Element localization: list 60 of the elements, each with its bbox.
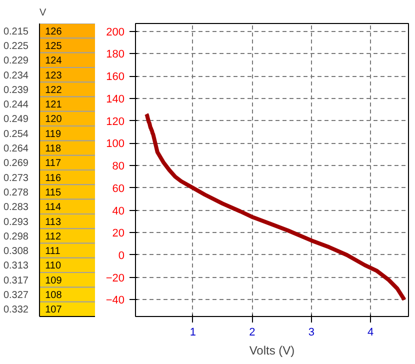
- y-tick-label: 140: [106, 93, 125, 106]
- y-tick-label: 0.269: [3, 158, 29, 170]
- data-label: 118: [45, 144, 62, 155]
- data-label: 107: [45, 304, 62, 316]
- data-label: 119: [45, 128, 62, 140]
- data-label: 113: [45, 216, 62, 228]
- data-label: 120: [45, 114, 62, 126]
- data-label: 121: [45, 100, 62, 111]
- data-label: 116: [45, 172, 62, 184]
- data-label: 126: [45, 26, 62, 38]
- data-label: 125: [45, 40, 62, 52]
- y-tick-label: 0.332: [3, 304, 29, 316]
- x-tick-label: 1: [190, 326, 196, 338]
- data-label: 122: [45, 84, 62, 96]
- y-tick-label: 200: [106, 26, 125, 38]
- y-tick-label: 120: [106, 116, 125, 128]
- y-tick-label: 40: [112, 205, 125, 218]
- y-tick-label: 0.234: [3, 70, 29, 82]
- data-label: 117: [45, 158, 62, 170]
- y-tick-label: 0.225: [3, 40, 29, 52]
- y-tick-label: 0.298: [3, 231, 29, 242]
- y-tick-label: 0.293: [3, 216, 29, 228]
- data-label: 123: [45, 70, 62, 82]
- data-label: 115: [45, 187, 62, 198]
- y-tick-label: 0.278: [3, 187, 29, 198]
- y-tick-label: 160: [106, 71, 125, 84]
- y-tick-label: 0.327: [3, 290, 29, 302]
- y-tick-label: 180: [106, 48, 125, 61]
- data-label: 124: [45, 56, 62, 67]
- data-label: 110: [45, 260, 62, 272]
- data-label: 109: [45, 275, 62, 286]
- data-label: 111: [45, 246, 61, 258]
- y-tick-label: 0: [118, 250, 125, 262]
- y-tick-label: 0.317: [3, 275, 29, 286]
- x-tick-label: 3: [308, 326, 314, 338]
- x-tick-label: 4: [368, 326, 374, 338]
- y-tick-label: 100: [106, 138, 125, 150]
- y-tick-label: 80: [112, 160, 125, 173]
- y-tick-label: 0.273: [3, 172, 29, 184]
- y-tick-label: −20: [106, 272, 125, 284]
- y-tick-label: 0.244: [3, 100, 29, 111]
- y-tick-label: 0.239: [3, 84, 29, 96]
- y-tick-label: 0.264: [3, 144, 29, 155]
- y-tick-label: 0.229: [3, 56, 29, 67]
- y-tick-label: 0.313: [3, 260, 29, 272]
- line-series: [144, 112, 406, 302]
- data-label: 114: [45, 202, 62, 214]
- y-tick-label: 20: [112, 228, 125, 240]
- chart-title: V: [40, 8, 46, 18]
- y-tick-label: −40: [106, 294, 125, 307]
- y-tick-label: 0.249: [3, 114, 29, 126]
- y-tick-label: 0.215: [3, 26, 29, 38]
- y-tick-label: 0.254: [3, 128, 29, 140]
- data-label: 112: [45, 231, 62, 242]
- x-axis-title: Volts (V): [249, 344, 295, 358]
- y-tick-label: 60: [112, 182, 125, 195]
- data-label: 108: [45, 290, 62, 302]
- y-tick-label: 0.283: [3, 202, 29, 214]
- x-tick-label: 2: [249, 326, 256, 338]
- y-tick-label: 0.308: [3, 246, 29, 258]
